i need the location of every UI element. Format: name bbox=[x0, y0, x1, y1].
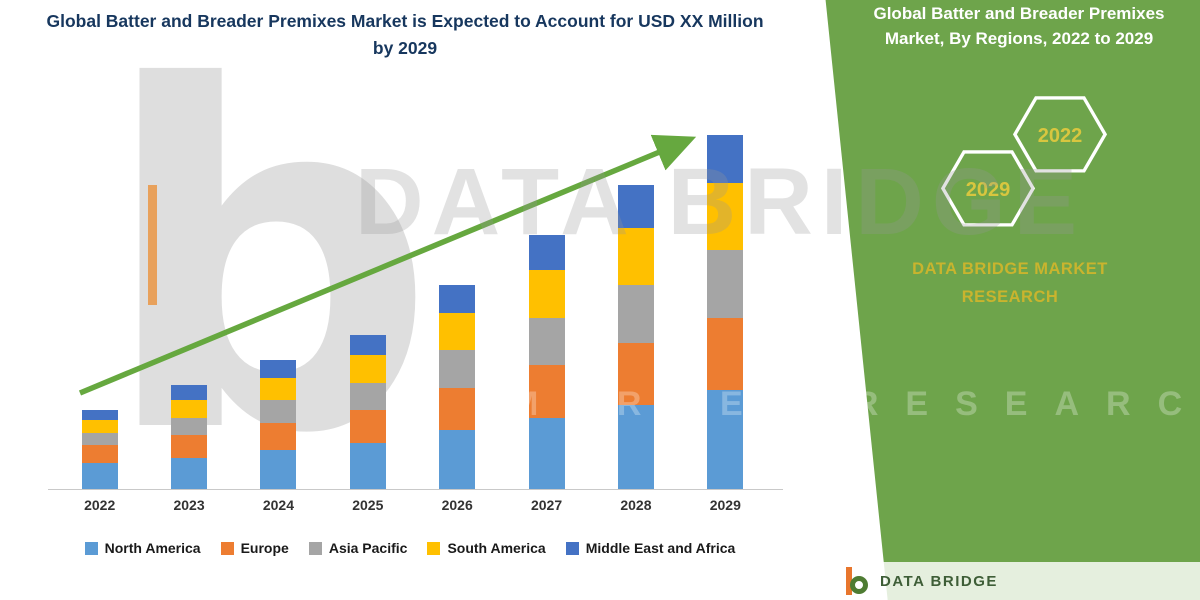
segment-middle-east-and-africa-2026 bbox=[439, 285, 476, 313]
hexagon-icon bbox=[940, 150, 1036, 227]
hexagon-icon bbox=[1012, 96, 1108, 173]
bar-2022 bbox=[55, 410, 144, 490]
x-label-2024: 2024 bbox=[262, 497, 295, 513]
segment-europe-2027 bbox=[528, 365, 565, 418]
logo-stem bbox=[846, 567, 852, 595]
segment-middle-east-and-africa-2024 bbox=[260, 360, 297, 378]
segment-middle-east-and-africa-2027 bbox=[528, 235, 565, 270]
segment-asia-pacific-2022 bbox=[81, 432, 118, 445]
legend-label-north-america: North America bbox=[104, 540, 201, 556]
segment-south-america-2024 bbox=[260, 377, 297, 400]
segment-asia-pacific-2025 bbox=[349, 382, 386, 410]
stacked-bar-2024 bbox=[260, 360, 297, 490]
x-label-2025: 2025 bbox=[352, 497, 384, 513]
data-bridge-logo-icon bbox=[846, 567, 870, 595]
logo-bowl bbox=[850, 576, 868, 594]
segment-europe-2025 bbox=[349, 410, 386, 443]
segment-north-america-2023 bbox=[171, 457, 208, 490]
bar-2029 bbox=[681, 135, 770, 490]
stacked-bar-2027 bbox=[528, 235, 565, 490]
bar-2027 bbox=[502, 235, 591, 490]
x-label-2028: 2028 bbox=[620, 497, 652, 513]
segment-europe-2028 bbox=[617, 342, 654, 405]
segment-middle-east-and-africa-2025 bbox=[349, 335, 386, 355]
legend-item-asia-pacific: Asia Pacific bbox=[308, 540, 408, 556]
bar-2026 bbox=[413, 285, 502, 490]
bar-2028 bbox=[591, 185, 680, 490]
legend-label-south-america: South America bbox=[447, 540, 546, 556]
segment-south-america-2022 bbox=[81, 420, 118, 433]
stacked-bar-chart bbox=[55, 130, 770, 490]
segment-north-america-2028 bbox=[617, 405, 654, 490]
stacked-bar-2028 bbox=[617, 185, 654, 490]
segment-asia-pacific-2024 bbox=[260, 400, 297, 423]
segment-europe-2023 bbox=[171, 435, 208, 458]
segment-north-america-2025 bbox=[349, 442, 386, 490]
year-badge-2029-label: 2029 bbox=[965, 178, 1011, 201]
x-label-2029: 2029 bbox=[709, 497, 741, 513]
legend-swatch-europe bbox=[220, 541, 234, 555]
segment-asia-pacific-2023 bbox=[171, 417, 208, 435]
stacked-bar-2029 bbox=[707, 135, 744, 490]
bar-2024 bbox=[234, 360, 323, 490]
segment-north-america-2024 bbox=[260, 450, 297, 490]
stacked-bar-2023 bbox=[171, 385, 208, 490]
bar-2023 bbox=[144, 385, 233, 490]
legend-swatch-middle-east-and-africa bbox=[565, 541, 579, 555]
x-axis-line bbox=[48, 489, 783, 490]
legend-swatch-asia-pacific bbox=[308, 541, 322, 555]
legend-swatch-north-america bbox=[84, 541, 98, 555]
x-label-2023: 2023 bbox=[173, 497, 205, 513]
segment-europe-2024 bbox=[260, 422, 297, 450]
footer-logo-strip: DATA BRIDGE bbox=[828, 562, 1200, 600]
legend-swatch-south-america bbox=[427, 541, 441, 555]
legend-item-south-america: South America bbox=[427, 540, 546, 556]
legend-label-asia-pacific: Asia Pacific bbox=[328, 540, 408, 556]
segment-europe-2029 bbox=[707, 317, 744, 390]
year-badge-2029: 2029 bbox=[940, 150, 1036, 230]
legend-item-europe: Europe bbox=[220, 540, 289, 556]
segment-asia-pacific-2026 bbox=[439, 350, 476, 388]
legend-item-north-america: North America bbox=[84, 540, 201, 556]
year-badge-2022: 2022 bbox=[1012, 96, 1108, 176]
segment-north-america-2022 bbox=[81, 462, 118, 490]
legend-label-europe: Europe bbox=[240, 540, 289, 556]
segment-south-america-2023 bbox=[171, 400, 208, 418]
year-badge-2022-label: 2022 bbox=[1037, 124, 1083, 147]
segment-south-america-2026 bbox=[439, 312, 476, 350]
segment-asia-pacific-2028 bbox=[617, 285, 654, 343]
stacked-bar-2025 bbox=[349, 335, 386, 490]
chart-legend: North America Europe Asia Pacific South Ame… bbox=[20, 540, 800, 556]
legend-item-middle-east-and-africa: Middle East and Africa bbox=[565, 540, 736, 556]
segment-south-america-2025 bbox=[349, 355, 386, 383]
segment-europe-2026 bbox=[439, 387, 476, 430]
chart-title: Global Batter and Breader Premixes Marke… bbox=[46, 11, 764, 59]
segment-asia-pacific-2029 bbox=[707, 250, 744, 318]
brand-text: DATA BRIDGE MARKET RESEARCH bbox=[912, 260, 1108, 307]
segment-north-america-2027 bbox=[528, 417, 565, 490]
segment-asia-pacific-2027 bbox=[528, 317, 565, 365]
stacked-bar-2022 bbox=[81, 410, 118, 490]
stacked-bar-2026 bbox=[439, 285, 476, 490]
x-label-2026: 2026 bbox=[441, 497, 473, 513]
x-axis-labels: 2022 2023 2024 2025 2026 2027 2028 2029 bbox=[55, 497, 770, 513]
segment-north-america-2026 bbox=[439, 430, 476, 490]
bar-2025 bbox=[323, 335, 412, 490]
footer-logo-name: DATA BRIDGE bbox=[880, 572, 998, 590]
side-panel: Global Batter and Breader Premixes Marke… bbox=[825, 0, 1200, 600]
segment-europe-2022 bbox=[81, 445, 118, 463]
segment-middle-east-and-africa-2022 bbox=[81, 410, 118, 420]
segment-south-america-2027 bbox=[528, 270, 565, 318]
segment-middle-east-and-africa-2023 bbox=[171, 385, 208, 400]
x-label-2027: 2027 bbox=[530, 497, 563, 513]
segment-south-america-2028 bbox=[617, 227, 654, 285]
legend-label-middle-east-and-africa: Middle East and Africa bbox=[585, 540, 736, 556]
side-panel-title: Global Batter and Breader Premixes Marke… bbox=[873, 4, 1165, 48]
segment-north-america-2029 bbox=[707, 390, 744, 490]
segment-middle-east-and-africa-2029 bbox=[707, 135, 744, 183]
segment-south-america-2029 bbox=[707, 182, 744, 250]
segment-middle-east-and-africa-2028 bbox=[617, 185, 654, 228]
x-label-2022: 2022 bbox=[84, 497, 116, 513]
